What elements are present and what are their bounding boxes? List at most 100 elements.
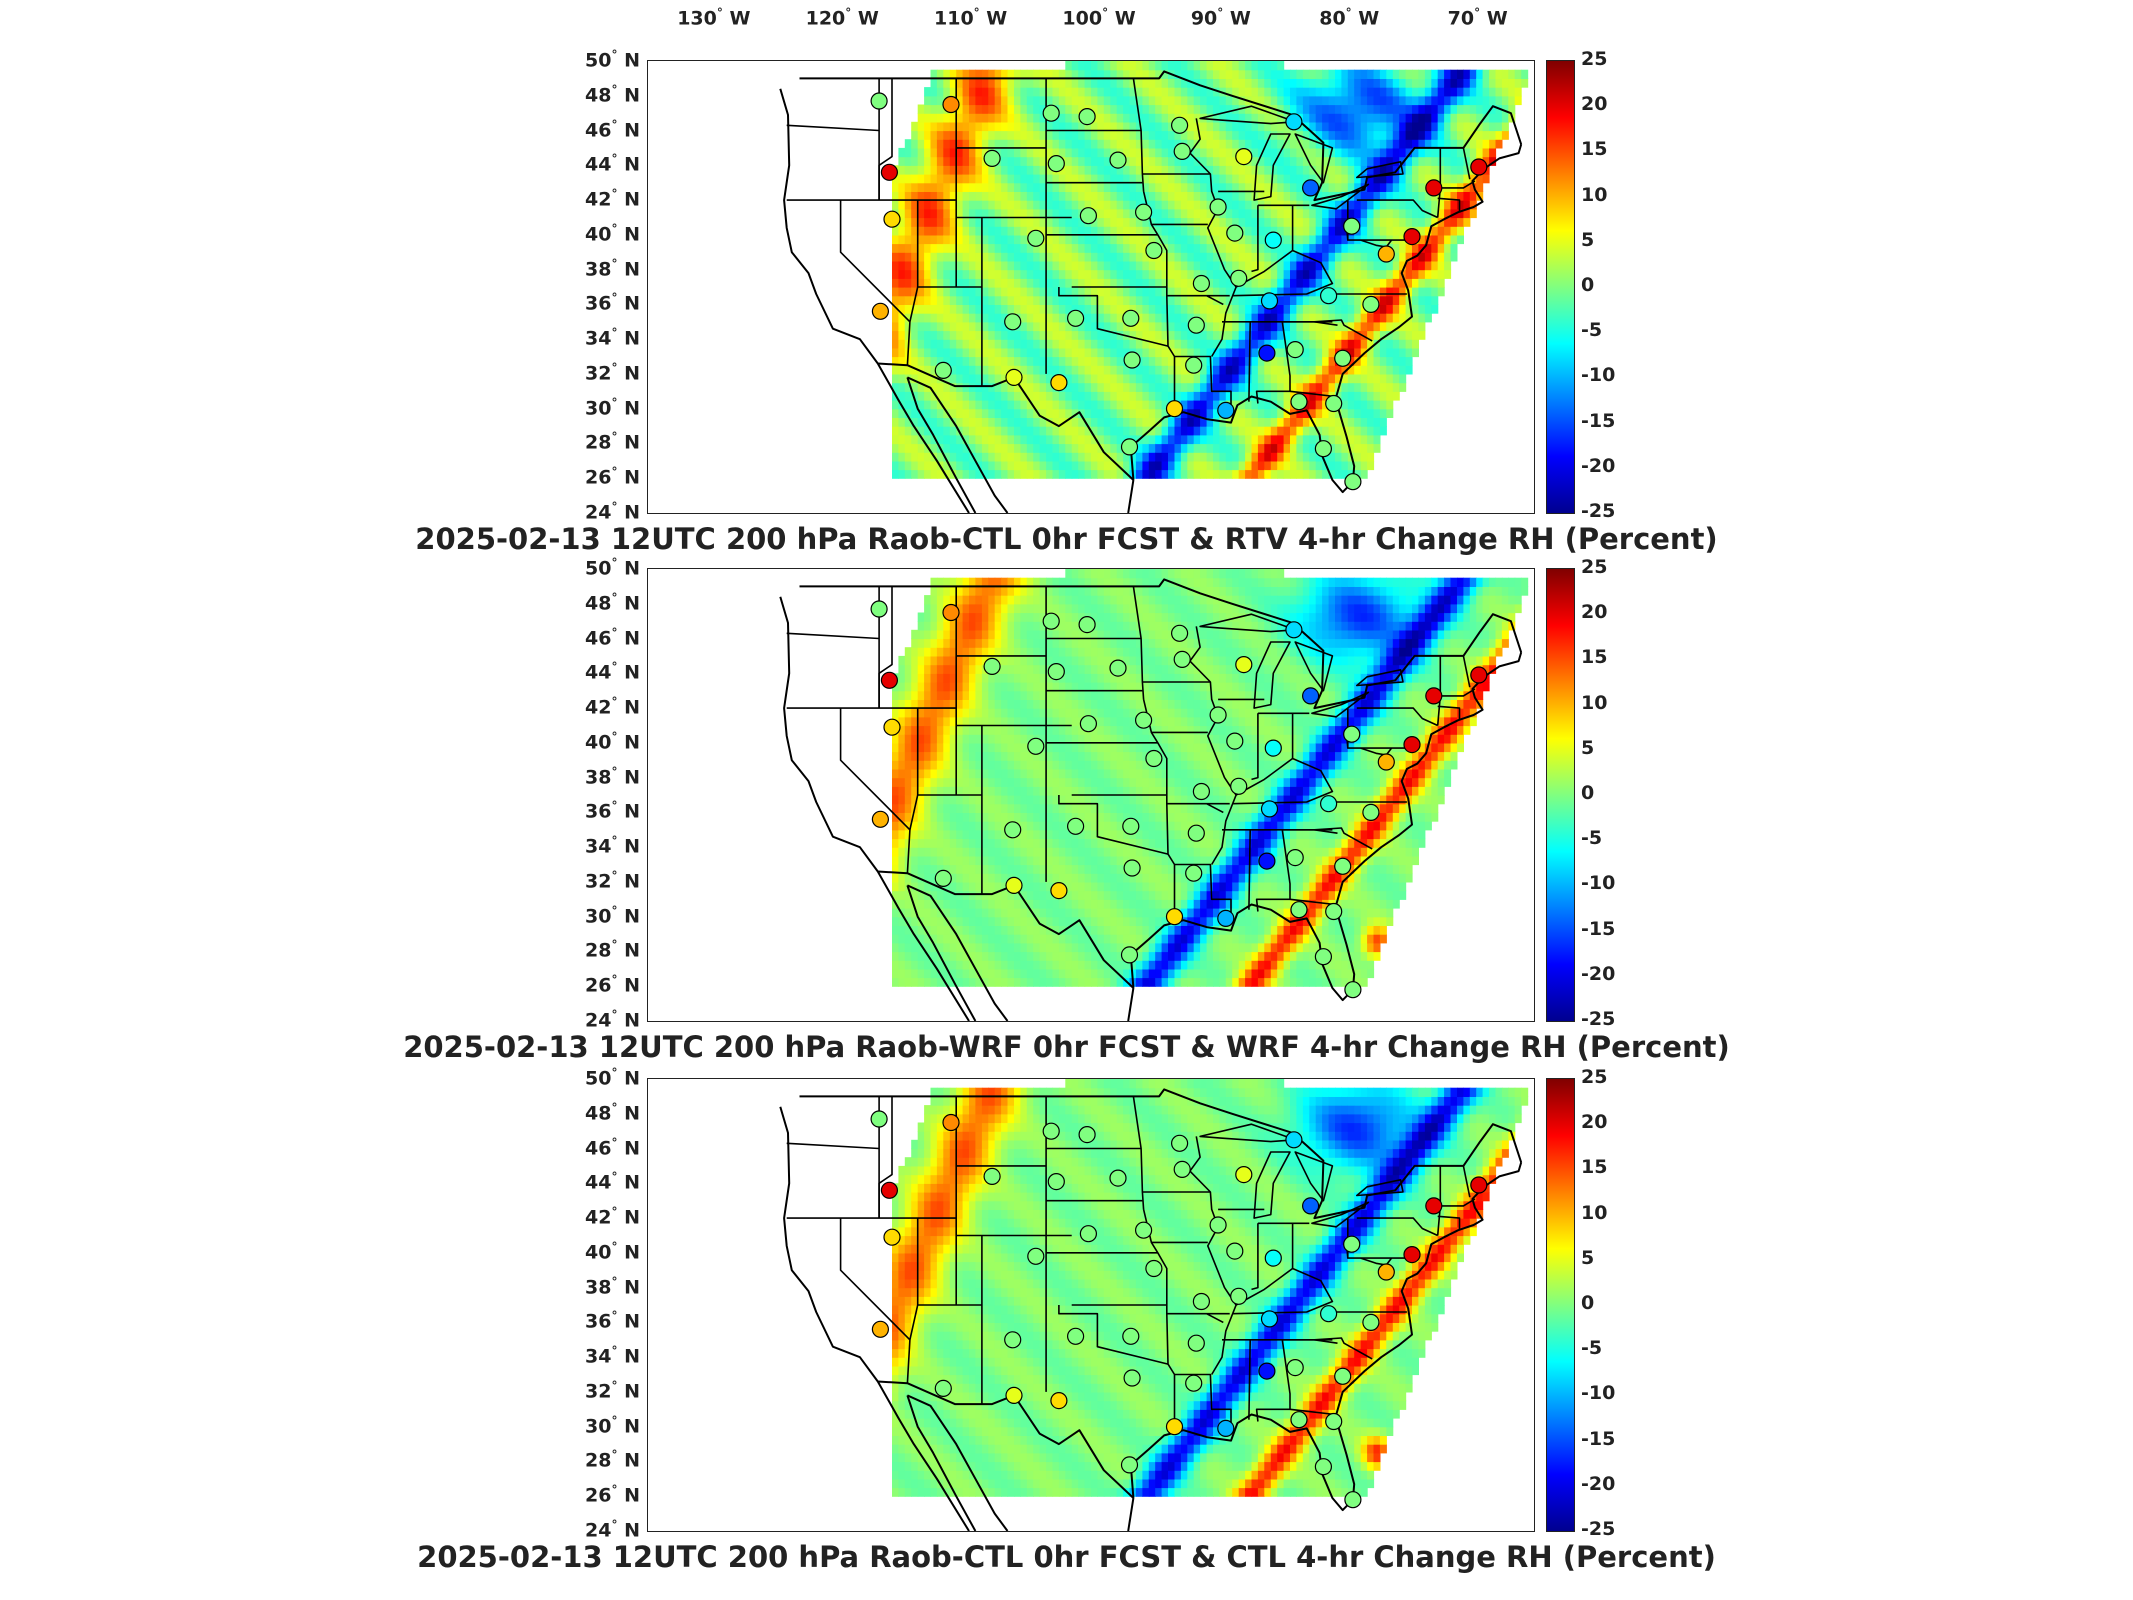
raob-station-marker — [1264, 1249, 1282, 1267]
latitude-tick-label: 44° N — [585, 1170, 640, 1193]
raob-station-marker — [1217, 1419, 1235, 1437]
latitude-tick-label: 38° N — [585, 765, 640, 788]
degree-symbol: ° — [611, 1100, 618, 1115]
coastline — [1127, 479, 1135, 513]
degree-symbol: ° — [611, 1413, 618, 1428]
longitude-tick-label: 110° W — [934, 6, 1007, 29]
raob-station-marker — [1319, 287, 1338, 305]
state-border — [1437, 1215, 1461, 1231]
lat-value: 42 — [585, 1206, 612, 1229]
raob-station-marker — [1264, 739, 1282, 757]
raob-station-marker — [1285, 113, 1303, 131]
lat-value: 36 — [585, 800, 612, 823]
lat-suffix: N — [624, 1009, 640, 1032]
raob-station-marker — [1067, 817, 1085, 835]
latitude-tick-label: 34° N — [585, 326, 640, 349]
raob-station-marker — [1004, 821, 1022, 839]
raob-station-marker — [1286, 1359, 1304, 1377]
raob-station-marker — [1314, 440, 1333, 458]
lat-suffix: N — [624, 1310, 640, 1333]
degree-symbol: ° — [611, 465, 618, 480]
lat-value: 40 — [585, 1241, 612, 1264]
state-border — [1282, 1339, 1338, 1344]
raob-station-marker — [1165, 908, 1184, 926]
raob-station-marker — [1425, 687, 1443, 705]
latitude-tick-label: 46° N — [585, 626, 640, 649]
raob-station-marker — [1377, 245, 1395, 263]
raob-station-marker — [1047, 662, 1065, 681]
coastline — [1127, 1497, 1135, 1531]
rh-change-map — [779, 1079, 1529, 1531]
lat-suffix: N — [624, 327, 640, 350]
latitude-tick-label: 48° N — [585, 1101, 640, 1124]
raob-station-marker — [1145, 1259, 1163, 1278]
degree-symbol: ° — [611, 834, 618, 849]
lat-value: 36 — [585, 292, 612, 315]
raob-station-marker — [1362, 803, 1380, 821]
raob-station-marker — [1290, 901, 1308, 919]
latitude-tick-label: 24° N — [585, 1008, 640, 1031]
raob-station-marker — [1027, 229, 1045, 247]
raob-station-marker — [1226, 224, 1244, 242]
state-border — [1248, 1339, 1251, 1420]
coastline — [1127, 987, 1135, 1021]
degree-symbol: ° — [611, 938, 618, 953]
state-border — [1058, 795, 1169, 855]
degree-symbol: ° — [845, 6, 852, 20]
raob-station-marker — [1185, 356, 1203, 374]
degree-symbol: ° — [611, 82, 618, 97]
latitude-tick-label: 30° N — [585, 904, 640, 927]
raob-station-marker — [1120, 438, 1139, 456]
degree-symbol: ° — [611, 973, 618, 988]
raob-station-marker — [1173, 142, 1191, 161]
raob-station-marker — [1260, 1310, 1279, 1328]
lat-suffix: N — [624, 835, 640, 858]
state-border — [1437, 705, 1461, 721]
coastline — [799, 578, 1523, 710]
latitude-tick-label: 36° N — [585, 291, 640, 314]
lon-value: 90 — [1190, 7, 1218, 30]
state-border — [1356, 199, 1439, 219]
lat-value: 42 — [585, 696, 612, 719]
raob-station-marker — [1301, 1197, 1320, 1215]
latitude-tick-label: 50° N — [585, 1066, 640, 1089]
raob-station-marker — [1258, 1362, 1276, 1380]
map-panel-1: 50° N 48° N 46° N 44° N 42° N 40° N 38° N 36° N… — [0, 48, 2133, 572]
state-boundaries — [779, 578, 1523, 1021]
raob-station-marker — [1185, 1374, 1203, 1392]
colorbar — [1546, 1078, 1575, 1532]
lat-suffix: N — [624, 1484, 640, 1507]
state-border — [839, 200, 911, 323]
colorbar-tick-label: -15 — [1581, 1427, 1616, 1450]
raob-station-marker — [1314, 948, 1333, 966]
lat-suffix: N — [624, 905, 640, 928]
state-border — [1248, 321, 1251, 402]
coastline — [906, 884, 1009, 1021]
great-lake — [1311, 1201, 1370, 1228]
degree-symbol: ° — [611, 152, 618, 167]
lat-value: 24 — [585, 501, 612, 524]
lat-value: 40 — [585, 223, 612, 246]
raob-station-marker — [870, 92, 888, 110]
lat-suffix: N — [624, 731, 640, 754]
state-border — [1174, 355, 1232, 406]
state-border — [786, 124, 880, 132]
raob-station-marker — [1047, 154, 1065, 173]
raob-station-marker — [1226, 732, 1244, 750]
raob-station-marker — [883, 210, 901, 228]
raob-station-marker — [1377, 753, 1395, 771]
degree-symbol: ° — [611, 1066, 618, 1080]
raob-station-marker — [880, 1181, 898, 1199]
degree-symbol: ° — [611, 1344, 618, 1359]
lat-suffix: N — [624, 257, 640, 280]
state-border — [1232, 249, 1334, 297]
raob-station-marker — [1258, 852, 1276, 870]
colorbar-tick-label: -15 — [1581, 917, 1616, 940]
latitude-tick-label: 30° N — [585, 396, 640, 419]
great-lake — [1294, 1151, 1334, 1202]
lat-value: 46 — [585, 1136, 612, 1159]
colorbar-tick-label: 25 — [1581, 1066, 1608, 1088]
degree-symbol: ° — [611, 1309, 618, 1324]
degree-symbol: ° — [611, 729, 618, 744]
degree-symbol: ° — [611, 1483, 618, 1498]
